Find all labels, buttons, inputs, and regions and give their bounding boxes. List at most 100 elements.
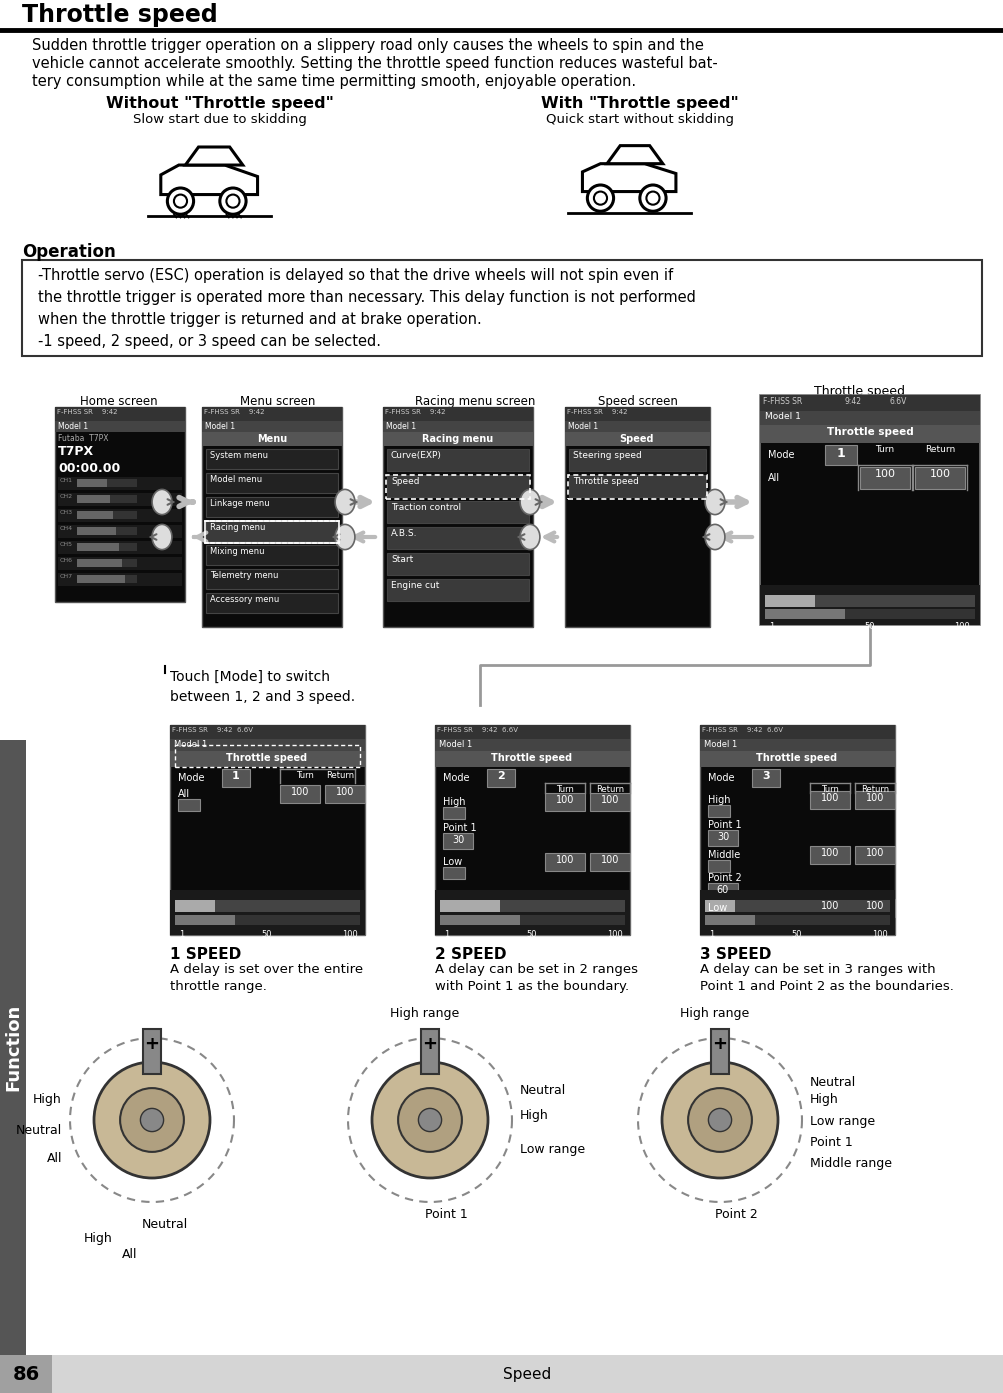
Bar — [77, 543, 136, 552]
Text: Point 1: Point 1 — [809, 1135, 852, 1148]
Text: Speed screen: Speed screen — [598, 396, 677, 408]
Text: Traction control: Traction control — [390, 503, 460, 513]
Bar — [486, 769, 515, 787]
Text: 1: 1 — [180, 931, 185, 939]
Bar — [77, 495, 136, 503]
Text: Linkage menu: Linkage menu — [210, 499, 270, 508]
Bar — [202, 432, 342, 446]
Bar — [699, 740, 894, 751]
Bar — [202, 407, 342, 627]
Bar — [58, 540, 182, 554]
Circle shape — [226, 195, 240, 208]
Circle shape — [168, 188, 194, 215]
Circle shape — [94, 1061, 210, 1178]
Circle shape — [120, 1088, 184, 1152]
Text: CH1: CH1 — [60, 478, 73, 483]
Bar — [386, 553, 529, 575]
Text: Telemetry menu: Telemetry menu — [210, 571, 278, 579]
Text: High: High — [809, 1094, 838, 1106]
Text: Throttle speed: Throttle speed — [227, 754, 307, 763]
Bar — [569, 475, 705, 497]
Circle shape — [708, 1109, 731, 1131]
Text: Menu screen: Menu screen — [240, 396, 315, 408]
Polygon shape — [160, 164, 258, 195]
Text: 100: 100 — [865, 901, 884, 911]
Bar — [0, 740, 26, 1355]
Text: +: + — [422, 1035, 437, 1053]
Bar — [759, 396, 979, 411]
Text: Model 1: Model 1 — [438, 740, 471, 749]
Bar — [434, 890, 629, 935]
Text: 60: 60 — [716, 885, 728, 894]
Text: High range: High range — [390, 1007, 459, 1020]
Text: F-FHSS SR: F-FHSS SR — [762, 397, 801, 405]
Text: A delay can be set in 2 ranges
with Point 1 as the boundary.: A delay can be set in 2 ranges with Poin… — [434, 963, 637, 993]
Bar — [22, 260, 981, 357]
Text: Point 2: Point 2 — [714, 1208, 757, 1222]
Bar — [824, 444, 857, 465]
Text: 100: 100 — [865, 793, 884, 802]
Text: -1 speed, 2 speed, or 3 speed can be selected.: -1 speed, 2 speed, or 3 speed can be sel… — [38, 334, 380, 350]
Bar — [699, 890, 894, 935]
Text: Middle range: Middle range — [809, 1158, 891, 1170]
Text: F-FHSS SR    9:42  6.6V: F-FHSS SR 9:42 6.6V — [701, 727, 782, 733]
Bar — [545, 793, 585, 811]
Text: 100: 100 — [556, 855, 574, 865]
Text: 1 SPEED: 1 SPEED — [170, 947, 241, 963]
Bar — [77, 559, 122, 567]
Bar — [442, 833, 472, 848]
Bar — [442, 866, 464, 879]
Bar — [386, 527, 529, 549]
Text: 2: 2 — [496, 770, 505, 781]
Bar — [205, 521, 339, 543]
Bar — [77, 527, 136, 535]
Circle shape — [372, 1061, 487, 1178]
Bar — [77, 559, 136, 567]
Ellipse shape — [151, 489, 172, 514]
Text: 1: 1 — [232, 770, 240, 781]
Bar — [707, 912, 729, 925]
Text: Throttle speed: Throttle speed — [573, 476, 638, 486]
Bar — [699, 751, 894, 768]
Text: CH4: CH4 — [60, 527, 73, 531]
Text: 100: 100 — [872, 931, 887, 939]
Bar — [175, 900, 215, 912]
Bar — [590, 853, 629, 871]
Bar — [77, 543, 119, 552]
Text: Low range: Low range — [520, 1144, 585, 1156]
Text: 100: 100 — [607, 931, 622, 939]
Text: Model 1: Model 1 — [764, 412, 800, 421]
Text: 1: 1 — [709, 931, 714, 939]
Ellipse shape — [335, 524, 354, 550]
Bar — [759, 396, 979, 625]
Text: F-FHSS SR    9:42  6.6V: F-FHSS SR 9:42 6.6V — [172, 727, 253, 733]
Text: A.B.S.: A.B.S. — [390, 529, 417, 538]
Text: 100: 100 — [820, 901, 839, 911]
Text: 3: 3 — [761, 770, 769, 781]
Bar — [699, 724, 894, 935]
Text: +: + — [712, 1035, 727, 1053]
Text: 100: 100 — [556, 795, 574, 805]
Text: vehicle cannot accelerate smoothly. Setting the throttle speed function reduces : vehicle cannot accelerate smoothly. Sett… — [32, 56, 717, 71]
Bar — [55, 407, 185, 602]
Text: Sudden throttle trigger operation on a slippery road only causes the wheels to s: Sudden throttle trigger operation on a s… — [32, 38, 703, 53]
Bar — [759, 411, 979, 425]
Polygon shape — [607, 146, 662, 164]
Bar — [439, 900, 499, 912]
Bar — [382, 421, 533, 432]
Bar — [0, 0, 1003, 31]
Ellipse shape — [520, 524, 540, 550]
Text: T7PX: T7PX — [58, 444, 94, 458]
Text: 1: 1 — [444, 931, 449, 939]
Bar — [439, 900, 625, 912]
Bar — [545, 853, 585, 871]
Text: Point 1: Point 1 — [442, 823, 476, 833]
Bar — [434, 724, 629, 740]
Bar — [764, 595, 814, 607]
Text: Throttle speed: Throttle speed — [813, 384, 905, 398]
Text: Point 1: Point 1 — [424, 1208, 467, 1222]
Text: 100: 100 — [820, 848, 839, 858]
Text: All: All — [178, 788, 190, 800]
Bar — [759, 425, 979, 443]
Text: 9:42: 9:42 — [845, 397, 862, 405]
